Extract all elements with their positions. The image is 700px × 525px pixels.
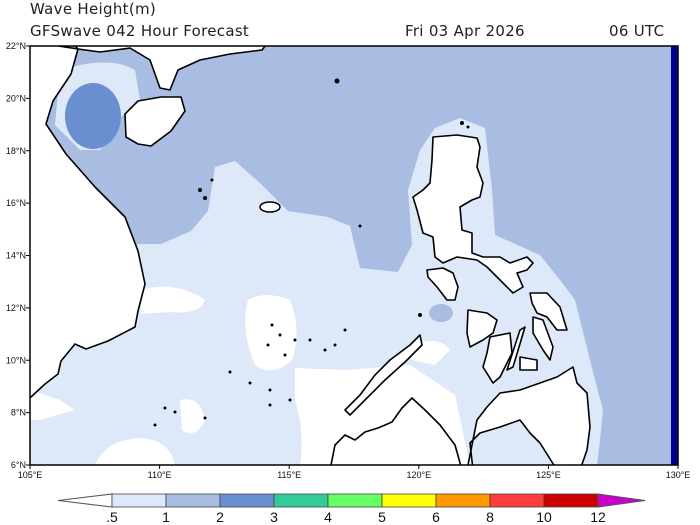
lon-tick-label: 115°E	[277, 470, 301, 480]
lat-tick-label: 12°N	[6, 303, 26, 313]
colorbar-segment	[219, 493, 275, 508]
lat-tick-label: 18°N	[6, 146, 26, 156]
land-mindanao	[467, 366, 591, 465]
forecast-time: 06 UTC	[609, 22, 665, 40]
land-south-china	[74, 46, 267, 91]
forecast-date: Fri 03 Apr 2026	[405, 22, 525, 40]
colorbar-label: 6	[432, 509, 440, 525]
colorbar-label: .5	[106, 509, 118, 525]
lat-tick-label: 6°N	[11, 460, 26, 470]
colorbar: .5 1 2 3 4 5 6 8 10 12	[57, 493, 646, 525]
map-edge-strip	[671, 46, 678, 465]
lon-tick-label: 125°E	[536, 470, 561, 480]
colorbar-label: 12	[590, 509, 606, 525]
land-mindoro	[426, 267, 459, 301]
small-islands	[153, 78, 470, 427]
land-bohol	[519, 356, 538, 371]
colorbar-lower-arrow	[57, 493, 113, 508]
wave-zone-1-2m-sibuyan	[429, 304, 453, 322]
lat-tick-label: 20°N	[6, 93, 26, 103]
colorbar-label: 10	[536, 509, 552, 525]
wave-zone-2-3m	[65, 83, 121, 149]
land-cebu	[506, 326, 526, 371]
lon-tick-label: 110°E	[148, 470, 172, 480]
land-panay	[466, 309, 498, 348]
latitude-axis: 22°N 20°N 18°N 16°N 14°N 12°N 10°N 8°N 6°N	[6, 41, 30, 470]
lat-tick-label: 8°N	[11, 408, 26, 418]
colorbar-label: 4	[324, 509, 332, 525]
land-borneo	[330, 397, 462, 465]
lat-tick-label: 22°N	[6, 41, 26, 51]
colorbar-segment	[273, 493, 329, 508]
land-luzon	[412, 134, 534, 294]
colorbar-segment	[435, 493, 491, 508]
lat-tick-label: 10°N	[6, 355, 26, 365]
land-hainan	[124, 96, 186, 147]
colorbar-upper-arrow	[597, 493, 646, 508]
land-palawan	[344, 334, 423, 416]
colorbar-label: 2	[216, 509, 224, 525]
lon-tick-label: 120°E	[406, 470, 431, 480]
land-samar	[529, 292, 568, 331]
chart-subtitle: GFSwave 042 Hour Forecast	[30, 22, 250, 40]
lat-tick-label: 14°N	[6, 251, 26, 261]
colorbar-segment	[327, 493, 383, 508]
colorbar-label: 8	[486, 509, 494, 525]
colorbar-label: 3	[270, 509, 278, 525]
colorbar-segment	[381, 493, 437, 508]
colorbar-label: 1	[162, 509, 170, 525]
lon-tick-label: 130°E	[666, 470, 691, 480]
longitude-axis: 105°E 110°E 115°E 120°E 125°E 130°E	[18, 465, 691, 480]
colorbar-segment	[165, 493, 221, 508]
colorbar-segment	[543, 493, 599, 508]
lat-tick-label: 16°N	[6, 198, 26, 208]
land-leyte	[532, 316, 554, 361]
chart-title: Wave Height(m)	[30, 0, 157, 18]
lon-tick-label: 105°E	[18, 470, 43, 480]
land-negros	[482, 332, 513, 384]
colorbar-label: 5	[378, 509, 386, 525]
colorbar-segment	[489, 493, 545, 508]
land-indochina	[30, 46, 146, 399]
colorbar-segment	[111, 493, 167, 508]
